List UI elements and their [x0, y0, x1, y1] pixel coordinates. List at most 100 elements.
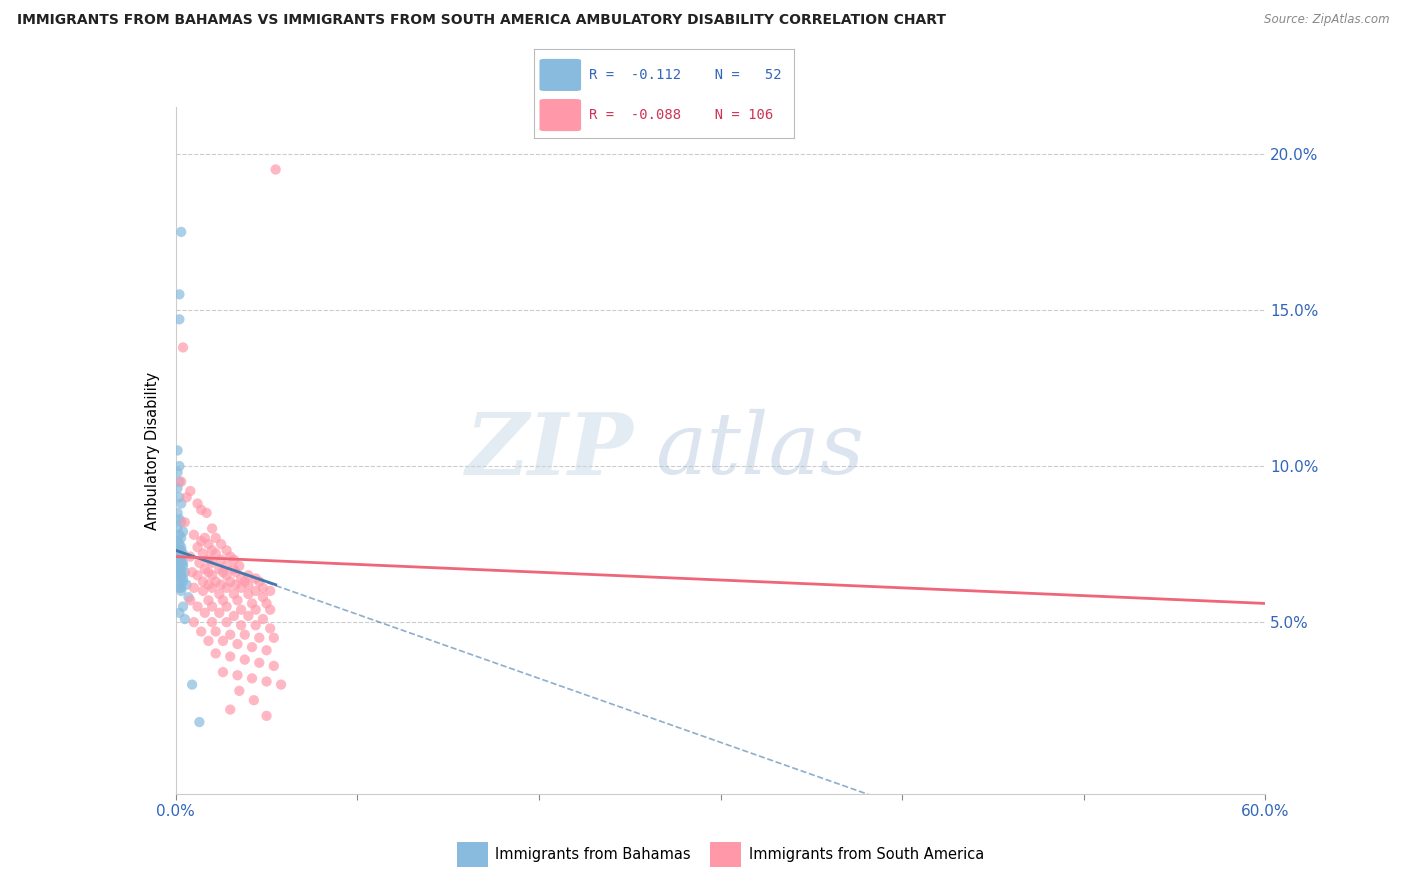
Point [247, 631, 270, 645]
Point [219, 703, 242, 717]
Point [228, 558, 250, 573]
Point [197, 566, 219, 580]
Point [245, 603, 267, 617]
Point [201, 599, 224, 614]
Point [215, 581, 238, 595]
Point [169, 458, 191, 473]
Point [166, 466, 188, 480]
Point [190, 624, 212, 639]
Point [173, 515, 195, 529]
Point [264, 162, 287, 177]
Point [166, 571, 188, 585]
Point [212, 566, 235, 580]
Point [219, 574, 242, 589]
Point [197, 593, 219, 607]
Point [197, 578, 219, 592]
Point [228, 683, 250, 698]
Point [169, 552, 191, 567]
Point [170, 496, 193, 510]
Text: R =  -0.088    N = 106: R = -0.088 N = 106 [589, 108, 773, 122]
Point [177, 591, 200, 605]
Point [197, 633, 219, 648]
Point [238, 587, 260, 601]
Point [259, 621, 281, 635]
Point [169, 574, 191, 589]
Point [240, 671, 263, 685]
Point [240, 596, 263, 610]
Point [188, 556, 211, 570]
Point [238, 568, 260, 582]
Point [204, 546, 226, 561]
Point [204, 646, 226, 660]
Point [197, 552, 219, 567]
Point [215, 568, 238, 582]
Point [172, 558, 194, 573]
Point [204, 531, 226, 545]
Point [201, 521, 224, 535]
FancyBboxPatch shape [540, 99, 581, 131]
Point [222, 562, 245, 576]
Point [169, 562, 191, 576]
Point [219, 628, 242, 642]
Point [191, 574, 214, 589]
Point [195, 506, 218, 520]
Point [169, 512, 191, 526]
Point [169, 543, 191, 558]
Point [172, 524, 194, 539]
Point [247, 656, 270, 670]
Point [208, 587, 231, 601]
Point [212, 633, 235, 648]
Point [201, 581, 224, 595]
Point [219, 549, 242, 564]
Point [166, 558, 188, 573]
Point [215, 599, 238, 614]
Point [170, 475, 193, 489]
Point [173, 566, 195, 580]
Point [169, 490, 191, 504]
FancyBboxPatch shape [540, 59, 581, 91]
Point [179, 549, 201, 564]
Point [219, 649, 242, 664]
Point [256, 643, 278, 657]
Point [170, 566, 193, 580]
Point [226, 668, 249, 682]
Text: atlas: atlas [655, 409, 865, 491]
Point [166, 568, 188, 582]
Point [166, 521, 188, 535]
Point [166, 546, 188, 561]
Point [215, 558, 238, 573]
Point [252, 612, 274, 626]
Point [222, 552, 245, 567]
Point [233, 574, 256, 589]
Point [183, 527, 205, 541]
Point [172, 599, 194, 614]
Point [186, 599, 209, 614]
Text: ZIP: ZIP [465, 409, 633, 492]
Point [176, 490, 198, 504]
Point [256, 708, 278, 723]
Point [188, 715, 211, 730]
Point [209, 552, 232, 567]
Point [215, 615, 238, 630]
Point [194, 531, 217, 545]
Point [170, 540, 193, 554]
Point [191, 546, 214, 561]
Point [238, 578, 260, 592]
Point [201, 568, 224, 582]
Point [263, 658, 285, 673]
Text: Source: ZipAtlas.com: Source: ZipAtlas.com [1264, 13, 1389, 27]
Point [256, 674, 278, 689]
Point [170, 568, 193, 582]
Point [183, 581, 205, 595]
Point [222, 608, 245, 623]
Point [201, 556, 224, 570]
Point [190, 503, 212, 517]
Point [233, 653, 256, 667]
Point [166, 549, 188, 564]
Point [225, 566, 247, 580]
Point [245, 571, 267, 585]
Point [170, 583, 193, 598]
Point [169, 562, 191, 576]
Point [172, 546, 194, 561]
Point [240, 640, 263, 655]
